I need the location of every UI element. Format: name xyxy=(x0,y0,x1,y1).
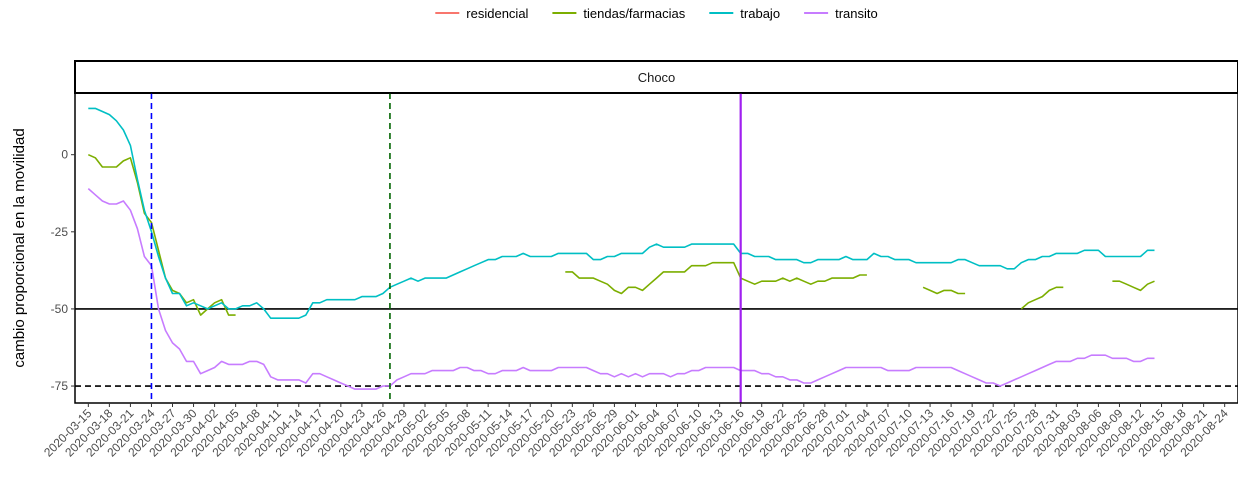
series-line-trabajo-0 xyxy=(88,107,1155,319)
facet-strip: Choco xyxy=(74,60,1238,94)
legend-label-tiendas-farmacias: tiendas/farmacias xyxy=(583,6,685,21)
facet-strip-label: Choco xyxy=(638,70,676,85)
y-tick-label-0: 0 xyxy=(61,148,68,162)
series-line-tiendas-farmacias-2 xyxy=(922,286,966,295)
series-line-tiendas-farmacias-3 xyxy=(1020,286,1064,310)
series-line-tiendas-farmacias-4 xyxy=(1112,280,1155,292)
y-tick-label-1: -25 xyxy=(51,225,69,239)
y-axis: 0 -25 -50 -75 xyxy=(51,148,75,393)
legend-item-residencial: residencial xyxy=(435,6,529,21)
series-line-tiendas-farmacias-1 xyxy=(565,261,867,295)
series-lines xyxy=(87,107,1155,390)
legend-label-residencial: residencial xyxy=(466,6,528,21)
legend: residencial tiendas/farmacias trabajo trans… xyxy=(435,6,878,21)
legend-item-trabajo: trabajo xyxy=(709,6,780,21)
series-line-transito-0 xyxy=(87,188,1155,390)
legend-label-trabajo: trabajo xyxy=(740,6,780,21)
series-line-tiendas-farmacias-0 xyxy=(87,153,236,316)
y-tick-label-2: -50 xyxy=(51,302,69,316)
y-axis-title: cambio proporcional en la movilidad xyxy=(11,128,28,367)
reference-vlines xyxy=(150,93,742,403)
legend-item-tiendas-farmacias: tiendas/farmacias xyxy=(552,6,686,21)
reference-hlines xyxy=(75,308,1238,387)
legend-item-transito: transito xyxy=(804,6,878,21)
legend-label-transito: transito xyxy=(835,6,878,21)
y-tick-label-3: -75 xyxy=(51,379,69,393)
x-axis: 2020-03-152020-03-182020-03-212020-03-24… xyxy=(41,403,1231,460)
